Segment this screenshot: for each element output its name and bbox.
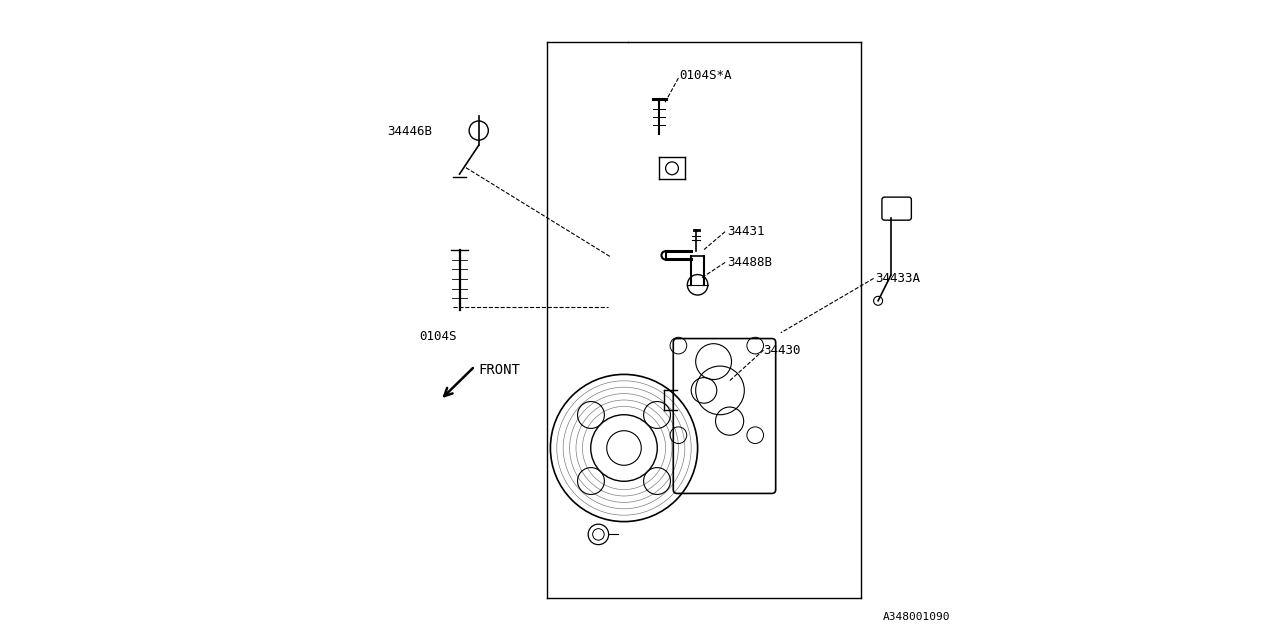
Text: 34430: 34430 <box>763 344 800 356</box>
Text: 34488B: 34488B <box>728 256 773 269</box>
Text: 0104S: 0104S <box>420 330 457 342</box>
Text: 0104S*A: 0104S*A <box>680 69 732 82</box>
Text: 34433A: 34433A <box>876 272 920 285</box>
Text: 34431: 34431 <box>728 225 765 238</box>
Text: FRONT: FRONT <box>479 363 521 377</box>
Text: A348001090: A348001090 <box>883 612 950 622</box>
Text: 34446B: 34446B <box>387 125 433 138</box>
